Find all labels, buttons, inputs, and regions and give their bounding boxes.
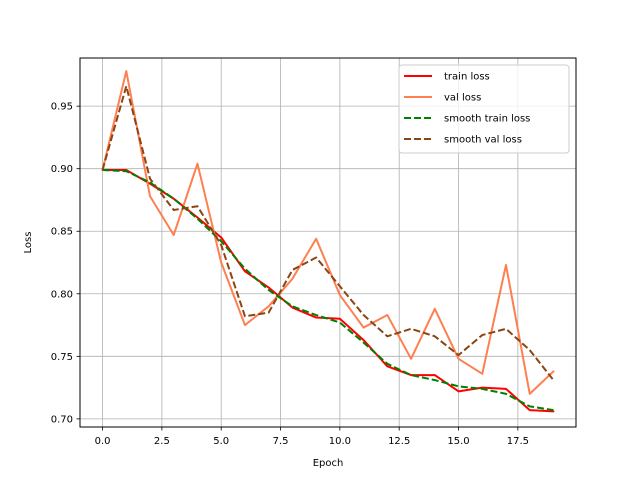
legend-label: smooth val loss <box>444 135 522 146</box>
axis-ticks: 0.0 2.5 5.0 7.5 10.0 12.5 15.0 17.5 0.70 0.75 0.80… <box>51 102 529 447</box>
x-tick-label: 0.0 <box>95 436 111 447</box>
x-tick-label: 15.0 <box>447 436 469 447</box>
series-lines <box>101 70 555 413</box>
x-tick-label: 7.5 <box>273 436 289 447</box>
x-tick-label: 10.0 <box>329 436 351 447</box>
series-line-smooth-val-loss <box>101 85 555 381</box>
x-tick-label: 2.5 <box>154 436 170 447</box>
legend-box <box>398 64 570 154</box>
series-line-smooth-train-loss <box>102 168 554 412</box>
y-axis-label: Loss <box>23 232 34 254</box>
x-tick-label: 5.0 <box>213 436 229 447</box>
x-tick-label: 12.5 <box>388 436 410 447</box>
series-line-val-loss <box>101 70 555 395</box>
y-tick-label: 0.75 <box>51 352 73 363</box>
legend: train loss val loss smooth train loss smoot… <box>398 64 570 154</box>
y-tick-label: 0.85 <box>51 227 73 238</box>
legend-label: train loss <box>444 72 490 83</box>
y-tick-label: 0.70 <box>51 414 73 425</box>
legend-label: val loss <box>444 93 481 104</box>
y-tick-label: 0.95 <box>51 102 73 113</box>
y-tick-label: 0.90 <box>51 164 73 175</box>
y-tick-label: 0.80 <box>51 289 73 300</box>
plot-frame <box>79 57 577 428</box>
x-tick-label: 17.5 <box>507 436 529 447</box>
legend-label: smooth train loss <box>444 114 530 125</box>
x-axis-label: Epoch <box>313 458 344 469</box>
